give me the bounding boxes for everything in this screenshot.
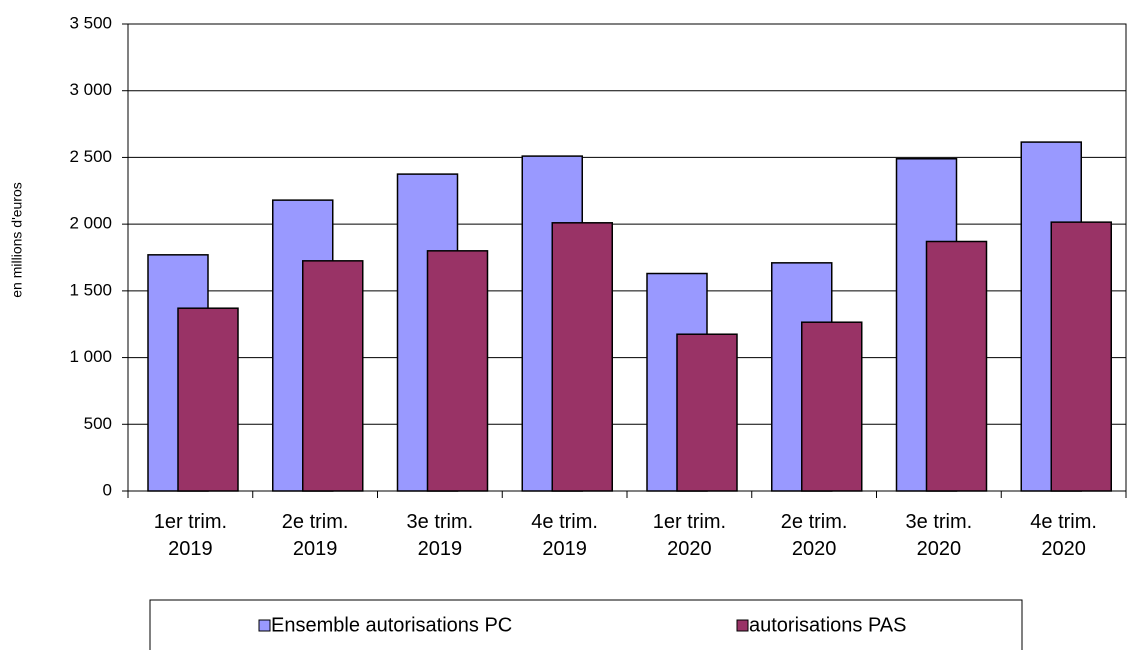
bar [1050, 221, 1112, 492]
bar [801, 321, 863, 492]
legend-swatch [258, 619, 271, 632]
bar [426, 250, 489, 492]
bar [302, 260, 364, 492]
y-tick-label: 0 [103, 480, 112, 499]
y-tick-label: 2 500 [69, 147, 112, 166]
y-tick-label: 3 500 [69, 13, 112, 32]
y-tick-label: 2 000 [69, 214, 112, 233]
y-tick-label: 1 500 [69, 280, 112, 299]
x-tick-label: 2e trim. 2019 [281, 511, 349, 560]
y-tick-label: 1 000 [69, 347, 112, 366]
y-tick-label: 500 [84, 414, 112, 433]
y-tick-label: 3 000 [69, 80, 112, 99]
legend-box [149, 599, 1023, 650]
x-tick-label: 4e trim. 2019 [531, 511, 598, 560]
x-tick-label: 4e trim. 2020 [1030, 511, 1097, 560]
x-tick-label: 2e trim. 2020 [780, 511, 848, 560]
bar [676, 333, 738, 492]
y-axis-label: en millions d'euros [9, 182, 25, 298]
bar [551, 222, 613, 492]
x-tick-label: 3e trim. 2019 [406, 511, 474, 560]
legend-label: Ensemble autorisations PC [271, 614, 512, 636]
x-tick-label: 3e trim. 2020 [905, 511, 973, 560]
x-tick-label: 1er trim. 2020 [652, 511, 727, 560]
legend-swatch [736, 619, 749, 632]
bar [177, 307, 239, 492]
bar [925, 240, 988, 492]
x-tick-label: 1er trim. 2019 [153, 511, 228, 560]
legend-label: autorisations PAS [749, 614, 907, 636]
